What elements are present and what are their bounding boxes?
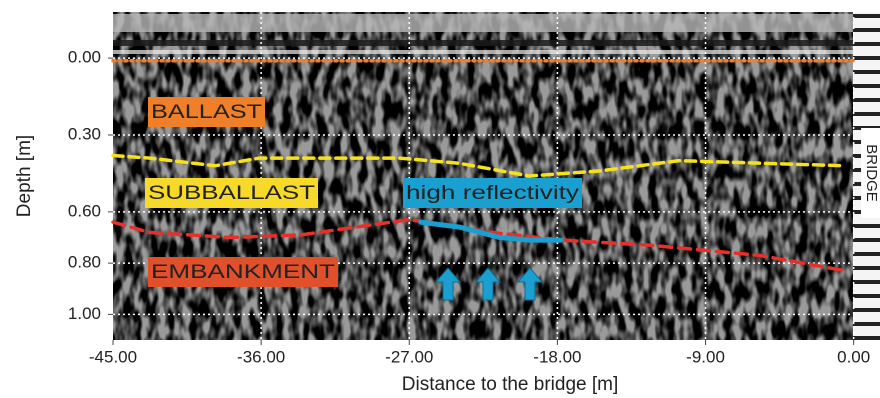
surface-band	[113, 14, 853, 32]
annotation-label: SUBBALLAST	[148, 183, 316, 204]
y-tick-label: 0.30	[68, 124, 101, 143]
annotation-box	[145, 178, 318, 208]
surface-band	[113, 40, 853, 46]
annotation-label: high reflectivity	[406, 183, 580, 204]
surface-band	[113, 50, 853, 54]
x-tick-label: -9.00	[686, 347, 725, 366]
x-tick-label: -36.00	[237, 347, 285, 366]
annotations: BALLAST SUBBALLAST high reflectivity EMBANK…	[145, 97, 880, 287]
arrow	[434, 267, 462, 301]
arrow	[474, 267, 502, 301]
y-tick-label: 0.00	[68, 48, 101, 67]
x-axis-label: Distance to the bridge [m]	[402, 374, 619, 395]
y-tick-label: 0.80	[68, 253, 101, 272]
interface-line	[111, 153, 848, 178]
y-axis-label: Depth [m]	[14, 135, 35, 217]
annotation-label: EMBANKMENT	[151, 262, 336, 283]
x-tick-label: -45.00	[89, 347, 137, 366]
annotation-box	[861, 128, 880, 218]
annotation-box	[403, 178, 582, 208]
arrow	[516, 267, 544, 301]
arrows	[434, 267, 544, 301]
y-tick-label: 1.00	[68, 304, 101, 323]
annotation-label: BALLAST	[151, 102, 263, 123]
interpretation-lines	[111, 12, 856, 340]
annotation-label: BRIDGE	[863, 144, 880, 202]
interface-line	[418, 219, 564, 243]
x-tick-label: 0.00	[837, 347, 870, 366]
annotation-box	[148, 257, 338, 287]
y-tick-label: 0.60	[68, 201, 101, 220]
annotation-box	[148, 97, 265, 127]
radargram	[113, 12, 880, 340]
x-tick-label: -18.00	[533, 347, 581, 366]
x-tick-label: -27.00	[385, 347, 433, 366]
